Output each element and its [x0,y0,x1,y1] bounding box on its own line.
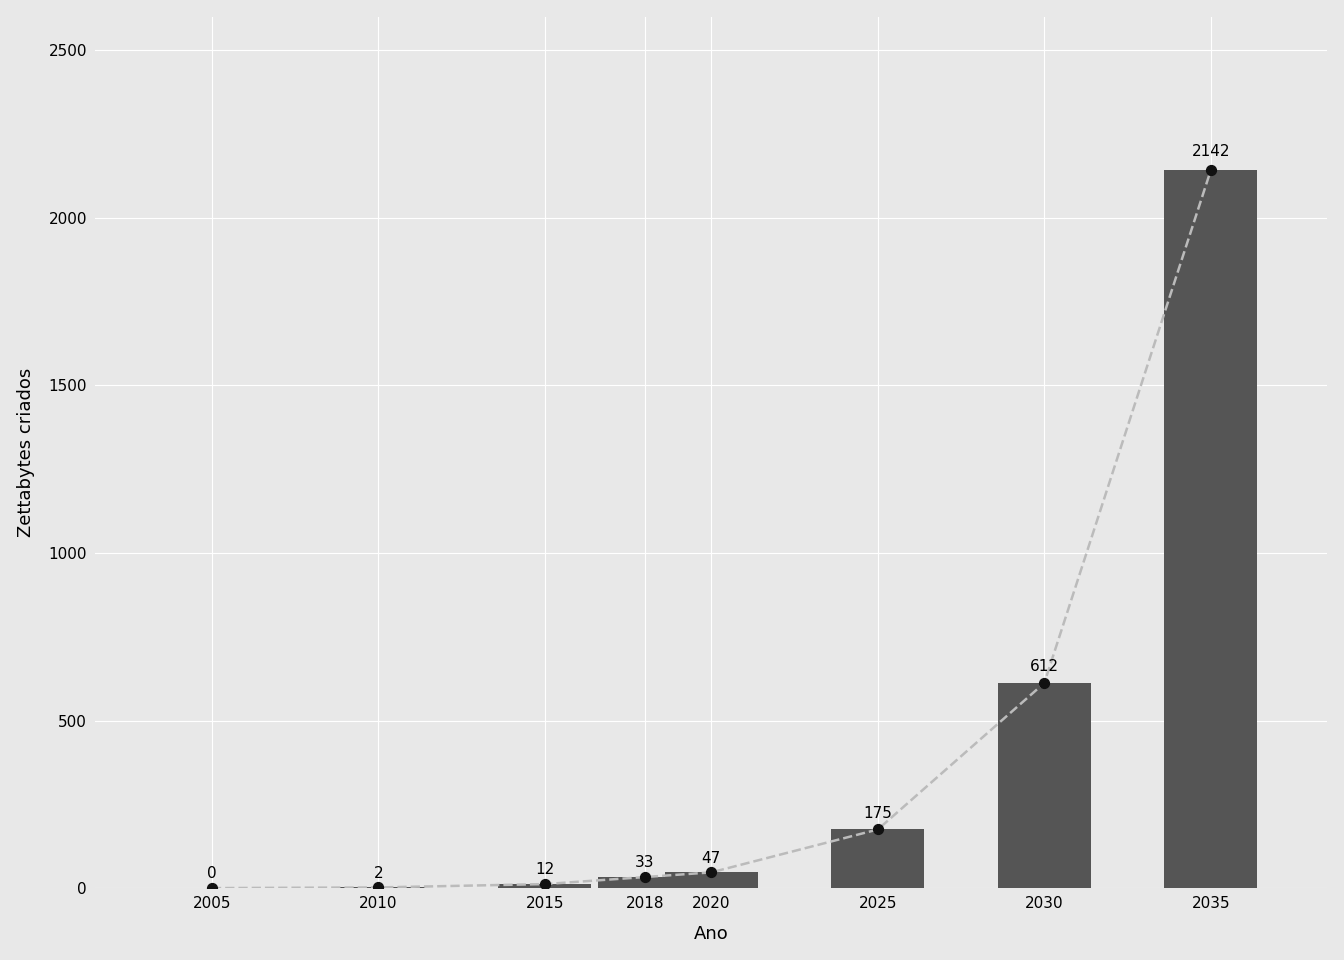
Text: 47: 47 [702,851,720,866]
Text: 2: 2 [374,866,383,880]
Point [1034,675,1055,690]
Point [534,876,555,892]
Text: 612: 612 [1030,659,1059,674]
Point [700,865,722,880]
Point [867,822,888,837]
Point [1200,162,1222,178]
Text: 33: 33 [634,855,655,871]
Point [202,880,223,896]
Point [368,879,390,895]
Text: 12: 12 [535,862,555,877]
Text: 175: 175 [863,806,892,821]
Bar [598,877,691,888]
X-axis label: Ano: Ano [694,925,728,944]
Bar [1164,170,1258,888]
Point [634,870,656,885]
Bar [831,829,925,888]
Text: 0: 0 [207,867,216,881]
Bar [665,873,758,888]
Bar [499,884,591,888]
Bar [997,683,1091,888]
Y-axis label: Zettabytes criados: Zettabytes criados [16,368,35,537]
Text: 2142: 2142 [1192,144,1230,159]
